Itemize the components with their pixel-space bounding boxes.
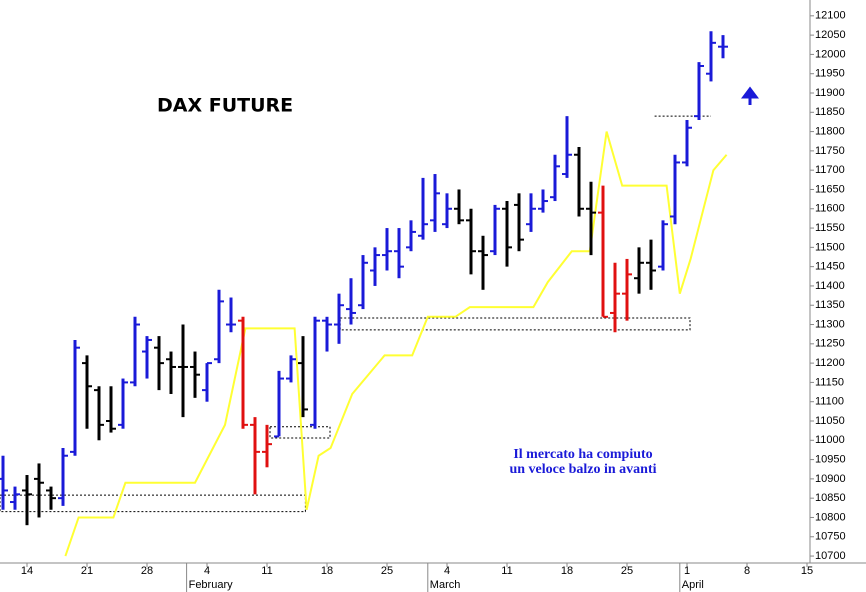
x-tick-label: 18 [321,565,333,577]
x-tick-label: 11 [501,565,512,577]
y-tick-label: 10900 [815,473,846,485]
up-arrow [741,86,759,105]
y-tick-label: 10950 [815,453,846,465]
x-tick-label: 25 [381,565,393,577]
x-tick-label: 11 [261,565,272,577]
y-tick-label: 11250 [815,338,845,350]
y-tick-label: 11150 [815,376,844,388]
y-tick-label: 11050 [815,415,845,427]
y-tick-label: 12050 [815,29,846,41]
y-tick-label: 11600 [815,203,845,215]
month-label: April [682,579,704,591]
y-tick-label: 10750 [815,531,846,543]
y-tick-label: 11500 [815,241,845,253]
x-tick-label: 18 [561,565,573,577]
support-zone [0,494,306,513]
x-tick-label: 1 [684,565,690,577]
month-label: February [189,579,234,591]
y-tick-label: 11900 [815,87,845,99]
y-tick-label: 11800 [815,125,845,137]
x-tick-label: 28 [141,565,153,577]
month-label: March [430,579,461,591]
y-tick-label: 11650 [815,183,845,195]
support-zone [269,426,331,439]
y-tick-label: 11750 [815,145,845,157]
x-tick-label: 8 [744,565,750,577]
y-tick-label: 11100 [815,396,844,408]
x-tick-label: 14 [21,565,33,577]
x-tick-label: 4 [204,565,210,577]
annotation: Il mercato ha compiuto [513,447,652,462]
support-zone [339,317,691,331]
y-tick-label: 11400 [815,280,845,292]
y-tick-label: 11200 [815,357,845,369]
trend-line [64,131,728,557]
y-tick-label: 12100 [815,10,846,22]
x-tick-label: 21 [81,565,93,577]
x-tick-label: 4 [444,565,450,577]
y-tick-label: 11950 [815,68,845,80]
x-tick-label: 15 [801,565,813,577]
y-tick-label: 11300 [815,318,845,330]
y-tick-label: 11700 [815,164,845,176]
x-tick-label: 25 [621,565,633,577]
y-tick-label: 11850 [815,106,845,118]
chart-title: DAX FUTURE [157,95,293,117]
y-tick-label: 11350 [815,299,845,311]
y-tick-label: 10700 [815,550,846,562]
annotation: un veloce balzo in avanti [509,462,656,477]
y-tick-label: 12000 [815,48,846,60]
y-tick-label: 10850 [815,492,846,504]
y-tick-label: 11000 [815,434,845,446]
y-tick-label: 10800 [815,511,846,523]
y-tick-label: 11450 [815,261,845,273]
y-tick-label: 11550 [815,222,845,234]
